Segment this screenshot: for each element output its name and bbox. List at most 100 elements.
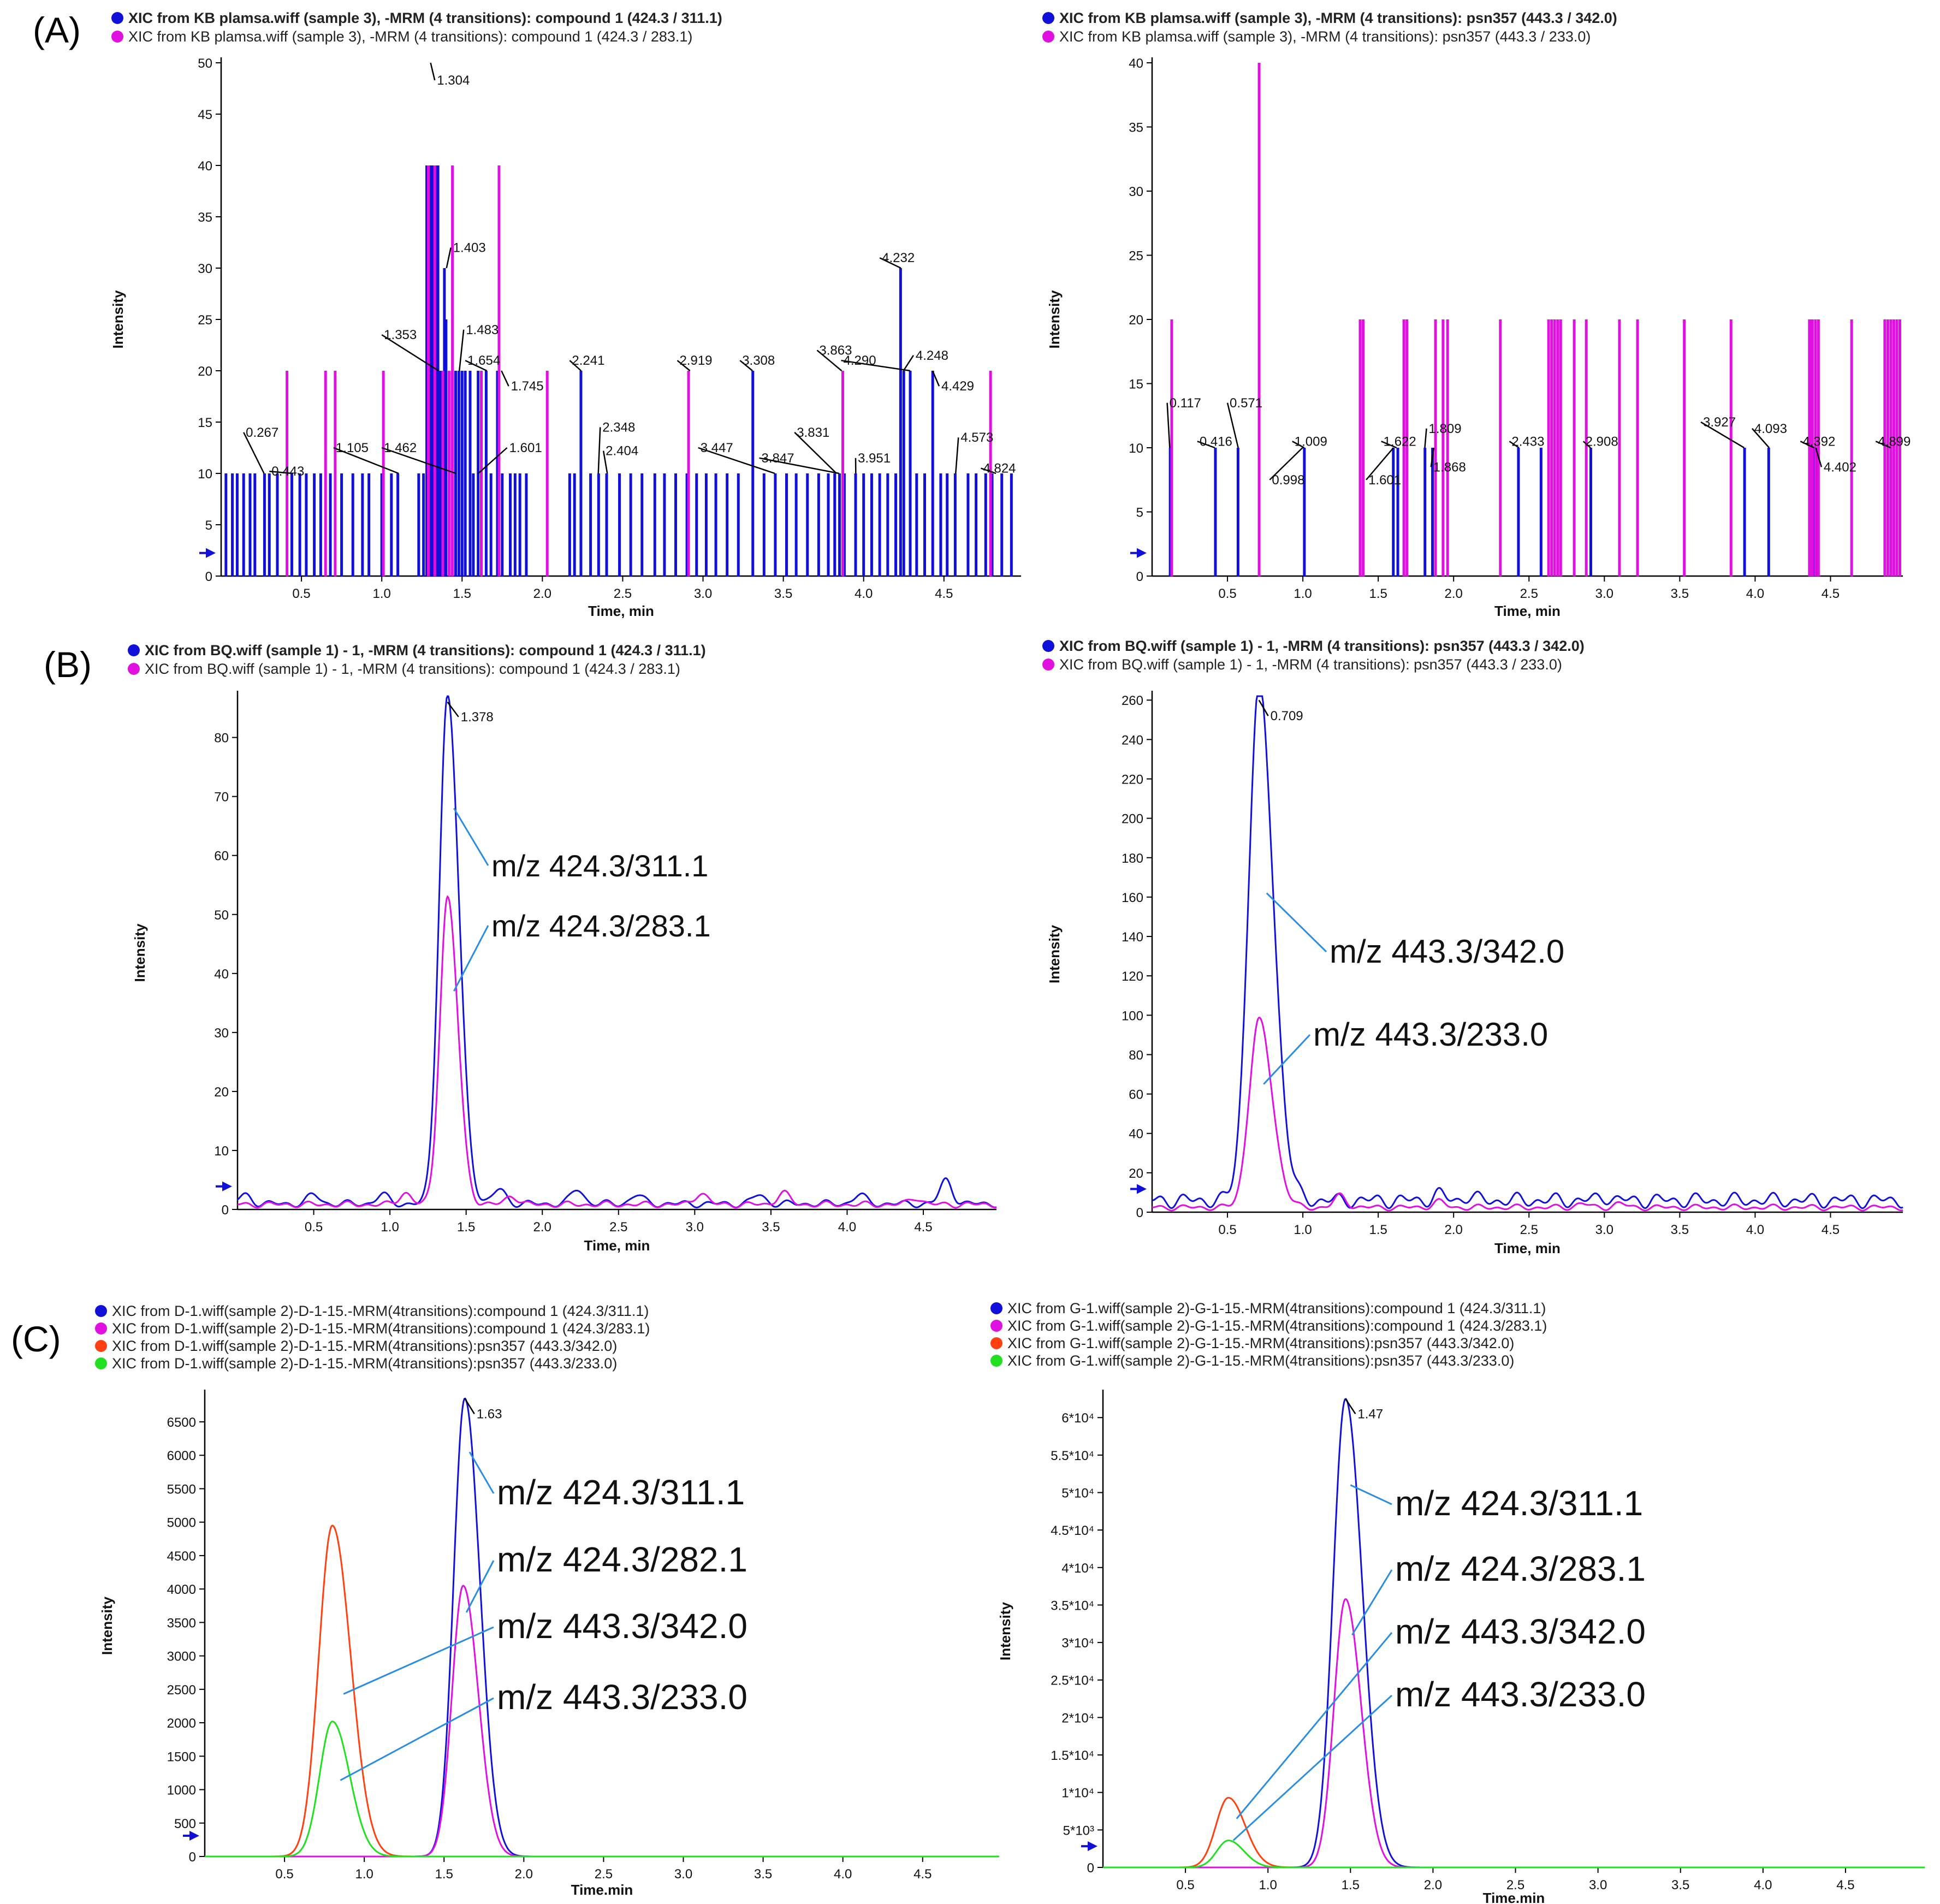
y-tick-label: 70 (214, 790, 229, 805)
bar (1010, 473, 1013, 576)
mz-callout-label: m/z 424.3/283.1 (1395, 1549, 1646, 1588)
x-tick-label: 2.0 (1424, 1878, 1442, 1893)
series-line (1152, 695, 1903, 1209)
annotation-leader (879, 257, 901, 269)
x-axis-label: Time, min (1494, 1240, 1561, 1256)
annotation-leader (841, 359, 911, 372)
bar (477, 371, 480, 576)
y-tick-label: 2*10⁴ (1061, 1711, 1094, 1725)
x-tick-label: 1.5 (453, 586, 471, 601)
annotation-leader (569, 360, 582, 371)
y-tick-label: 500 (174, 1817, 196, 1831)
x-axis-label: Time.min (571, 1882, 633, 1898)
y-tick-label: 80 (214, 731, 229, 746)
bar (915, 473, 918, 576)
peak-annotation: 1.809 (1429, 422, 1462, 436)
bar (1257, 63, 1261, 576)
y-tick-label: 45 (198, 108, 212, 122)
chart-a-psn357-blank: XIC from KB plamsa.wiff (sample 3), -MRM… (1042, 10, 1911, 619)
peak-annotation: 1.601 (1368, 473, 1401, 488)
bar (923, 473, 926, 576)
y-tick-label: 240 (1122, 733, 1143, 748)
y-tick-label: 30 (1129, 185, 1143, 199)
peak-annotation: 2.241 (572, 353, 604, 368)
legend-entry: XIC from D-1.wiff(sample 2)-D-1-15.-MRM(… (112, 1320, 650, 1337)
peak-annotation: 3.308 (742, 353, 775, 368)
x-tick-label: 2.5 (609, 1220, 627, 1235)
peak-annotation: 1.483 (466, 323, 499, 337)
bar (390, 473, 393, 576)
bar (1392, 448, 1395, 576)
y-tick-label: 1.5*10⁴ (1051, 1748, 1094, 1763)
legend-entry: XIC from KB plamsa.wiff (sample 3), -MRM… (1059, 10, 1617, 26)
y-tick-label: 6*10⁴ (1061, 1411, 1094, 1426)
x-tick-label: 1.5 (1342, 1878, 1360, 1893)
bar (1585, 319, 1588, 576)
y-tick-label: 3*10⁴ (1061, 1636, 1094, 1651)
bar (726, 473, 729, 576)
bar (1168, 448, 1172, 576)
annotation-leader (1751, 428, 1770, 448)
bar (380, 473, 383, 576)
bar (579, 371, 583, 576)
callout-leader (1266, 892, 1327, 953)
annotation-leader (1258, 699, 1269, 716)
panel-label-a: (A) (33, 10, 81, 50)
x-tick-label: 0.5 (275, 1867, 293, 1882)
annotation-leader (698, 447, 775, 474)
bar (946, 473, 949, 576)
annotation-leader (1292, 441, 1305, 449)
x-tick-label: 4.0 (1746, 1223, 1764, 1237)
y-tick-label: 6500 (167, 1415, 196, 1430)
legend-marker (95, 1322, 107, 1334)
bar (854, 473, 857, 576)
x-tick-label: 1.5 (1369, 1223, 1387, 1237)
annotation-leader (333, 447, 399, 474)
legend-marker (1042, 640, 1054, 652)
y-tick-label: 4*10⁴ (1061, 1561, 1094, 1576)
x-tick-label: 1.5 (457, 1220, 475, 1235)
peak-annotation: 4.290 (844, 353, 876, 368)
bar (1812, 448, 1816, 576)
bar (1170, 319, 1173, 576)
y-tick-label: 0 (1087, 1861, 1094, 1876)
annotation-leader (243, 432, 265, 474)
bar (653, 473, 656, 576)
bar (1362, 319, 1365, 576)
annotation-leader (597, 427, 601, 474)
bar (1556, 319, 1559, 576)
peak-annotation: 1.47 (1357, 1407, 1383, 1421)
peak-annotation: 3.447 (701, 441, 733, 455)
y-tick-label: 180 (1122, 851, 1143, 866)
y-tick-label: 260 (1122, 693, 1143, 708)
bar (817, 473, 820, 576)
bar (1214, 448, 1217, 576)
y-tick-label: 50 (198, 56, 212, 71)
bar (1817, 319, 1820, 576)
chart-b-compound1-standard: XIC from BQ.wiff (sample 1) - 1, -MRM (4… (128, 642, 997, 1254)
y-tick-label: 80 (1129, 1048, 1143, 1063)
y-tick-label: 30 (198, 262, 212, 276)
x-tick-label: 4.5 (913, 1867, 932, 1882)
mz-callout-label: m/z 443.3/233.0 (1313, 1016, 1548, 1053)
peak-annotation: 0.998 (1272, 473, 1304, 488)
y-tick-label: 35 (198, 210, 212, 225)
mz-callout-label: m/z 443.3/342.0 (1330, 933, 1564, 970)
legend-marker (990, 1355, 1002, 1367)
bar (862, 473, 865, 576)
bar (1553, 319, 1556, 576)
x-tick-label: 0.5 (305, 1220, 323, 1235)
annotation-leader (677, 360, 691, 371)
bar (1550, 319, 1553, 576)
legend-entry: XIC from BQ.wiff (sample 1) - 1, -MRM (4… (145, 642, 706, 659)
annotation-leader (1700, 421, 1745, 449)
y-tick-label: 15 (198, 416, 212, 430)
annotation-leader (1582, 441, 1591, 448)
x-tick-label: 2.5 (1506, 1878, 1524, 1893)
annotation-leader (1509, 441, 1520, 449)
y-tick-label: 1500 (167, 1749, 196, 1764)
peak-annotation: 4.093 (1754, 422, 1787, 436)
legend-marker (111, 12, 123, 24)
x-tick-label: 1.5 (1369, 586, 1387, 601)
annotation-leader (464, 1398, 475, 1414)
